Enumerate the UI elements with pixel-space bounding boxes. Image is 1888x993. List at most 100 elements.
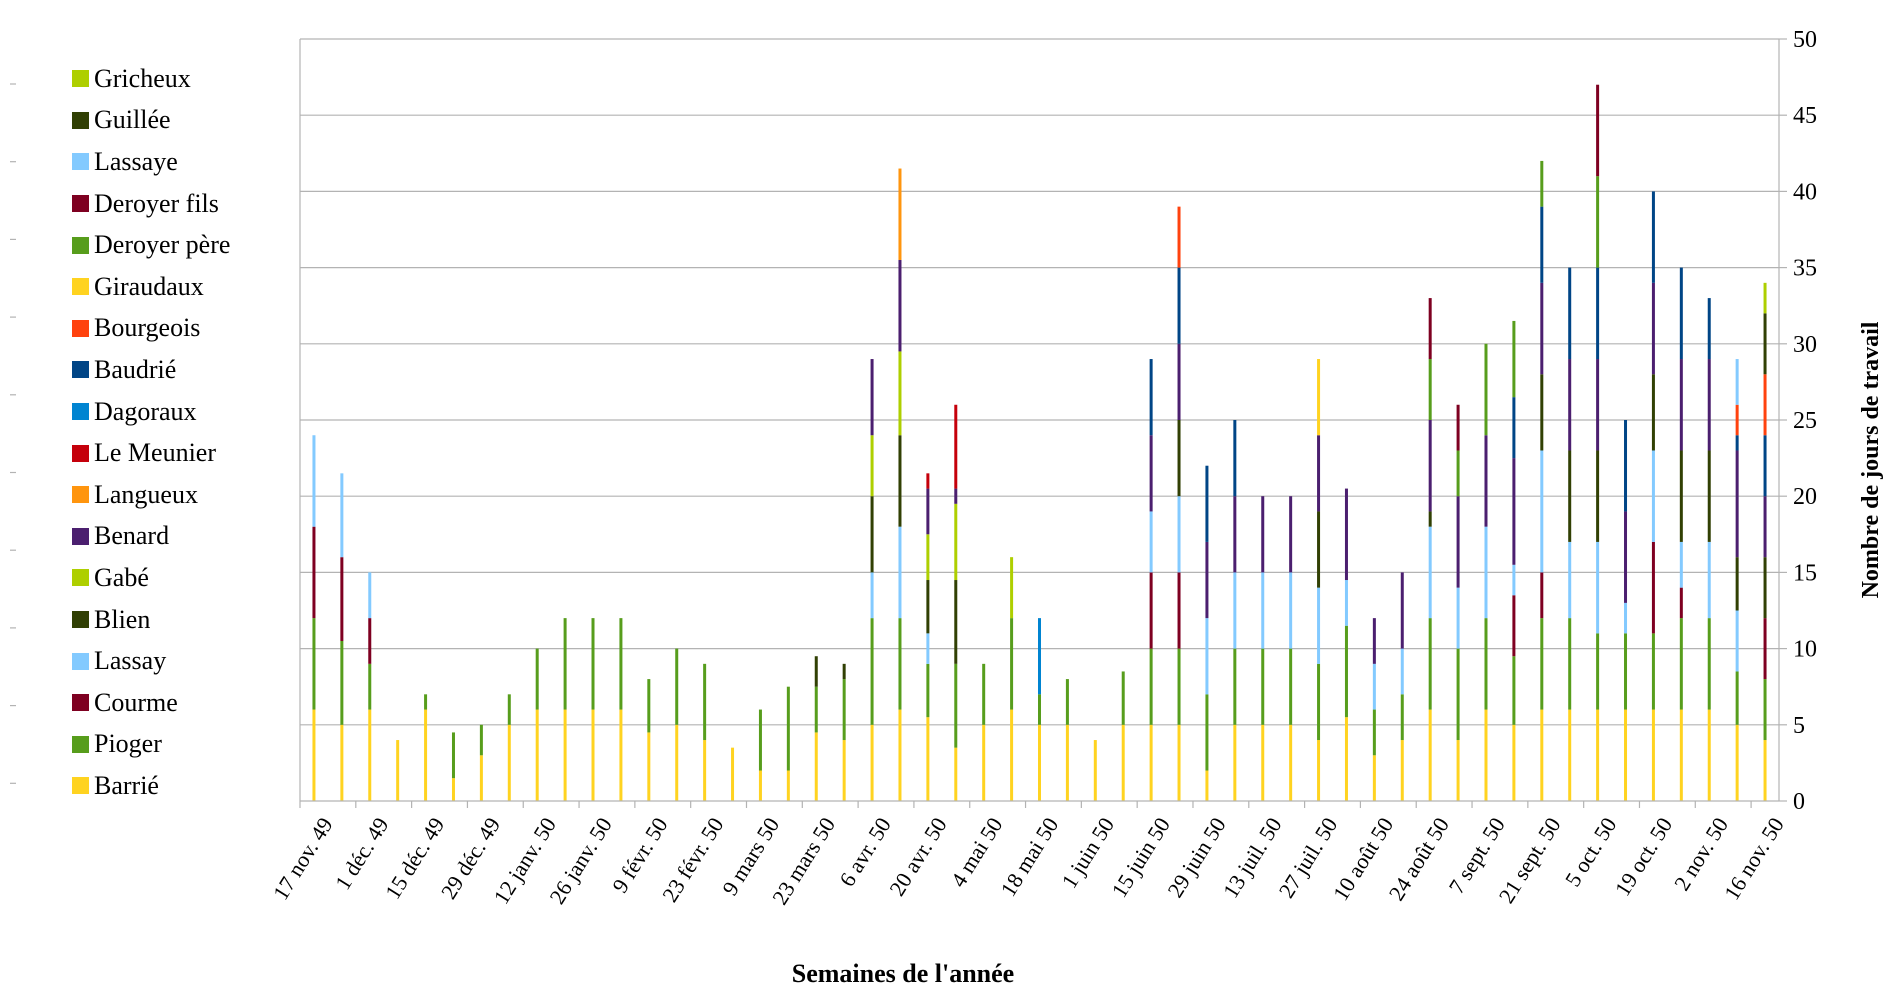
y-tick-label-9: 45 [1793,103,1817,129]
bar-segment-22-4 [926,580,930,634]
bar-segment-42-13 [1484,343,1488,436]
bar-segment-25-5 [1010,557,1014,619]
bar-segment-10-1 [591,618,595,710]
bar-segment-18-1 [814,686,818,733]
bar-segment-32-0 [1205,770,1209,801]
legend-label: Giraudaux [94,271,204,301]
legend-label: Benard [94,521,170,551]
legend-swatch [72,444,89,462]
y-tick-label-6: 30 [1793,332,1817,358]
bar-segment-20-0 [870,724,874,801]
legend-label: Lassaye [94,146,178,176]
bar-segment-52-0 [1763,740,1767,801]
bar-segment-18-0 [814,732,818,801]
bar-segment-43-3 [1512,564,1516,596]
bar-segment-51-3 [1735,610,1739,672]
bar-segment-0-2 [312,526,316,619]
bar-segment-27-1 [1065,679,1069,725]
bar-segment-16-1 [758,709,762,771]
legend-swatch [72,527,89,545]
bar-segment-14-1 [703,663,707,741]
bar-segment-34-3 [1261,572,1265,649]
bar-segment-46-0 [1596,709,1600,801]
bar-segment-24-1 [982,663,986,725]
axes [10,38,1787,808]
bar-segment-51-11 [1735,404,1739,436]
bar-segment-52-10 [1763,435,1767,497]
bar-segment-48-2 [1651,541,1655,634]
legend-item-8: Dagoraux [72,391,230,433]
legend-item-6: Bourgeois [72,308,230,350]
legend-label: Barrié [94,770,159,800]
bar-segment-50-6 [1707,359,1711,451]
bar-segment-6-1 [479,724,483,756]
legend-label: Gricheux [94,63,191,93]
bar-segment-2-3 [368,572,372,619]
bar-segment-20-6 [870,359,874,436]
legend-swatch [72,611,89,629]
bar-segment-43-0 [1512,724,1516,801]
bar-segment-41-14 [1456,404,1460,451]
bar-segment-52-4 [1763,557,1767,619]
bar-segment-51-15 [1735,359,1739,405]
bar-segment-43-13 [1512,320,1516,398]
bar-segment-6-0 [479,755,483,801]
bar-segment-48-6 [1651,282,1655,375]
bar-segment-31-4 [1177,420,1181,497]
bar-segment-38-3 [1372,663,1376,710]
bar-segment-33-10 [1233,420,1237,497]
bar-segment-31-11 [1177,206,1181,268]
y-tick-label-1: 5 [1793,713,1805,739]
bar-segment-1-0 [340,724,344,801]
bar-segment-14-0 [703,740,707,801]
bar-segment-17-0 [786,770,790,801]
bar-segment-34-6 [1261,496,1265,573]
bar-segment-1-1 [340,640,344,725]
bar-segment-17-1 [786,686,790,771]
bar-segment-25-1 [1010,618,1014,710]
x-tick-label-12: 4 mai 50 [945,813,1007,892]
bar-segment-49-4 [1679,450,1683,542]
bar-segment-40-6 [1428,420,1432,512]
bar-segment-0-1 [312,618,316,710]
bar-segment-12-1 [647,679,651,733]
legend-label: Deroyer fils [94,188,219,218]
bar-segment-30-2 [1149,572,1153,649]
bar-segment-21-4 [898,435,902,527]
bar-segment-40-4 [1428,511,1432,527]
legend-item-16: Pioger [72,724,230,766]
bar-segment-32-10 [1205,465,1209,542]
legend-label: Baudrié [94,354,177,384]
bar-segment-30-0 [1149,724,1153,801]
bar-segment-45-0 [1568,709,1572,801]
bar-segment-51-6 [1735,450,1739,558]
bar-segment-19-1 [842,679,846,741]
legend-item-3: Deroyer fils [72,183,230,225]
bar-segment-37-3 [1344,580,1348,626]
bar-segment-31-2 [1177,572,1181,649]
bar-segment-52-2 [1763,618,1767,680]
bar-segment-22-0 [926,717,930,801]
bar-segment-49-0 [1679,709,1683,801]
bar-segment-23-4 [954,580,958,664]
bar-segment-41-1 [1456,648,1460,741]
bar-segment-39-0 [1400,740,1404,801]
bar-segment-10-0 [591,709,595,801]
bar-segment-21-1 [898,618,902,710]
bar-segment-50-4 [1707,450,1711,542]
bar-segment-51-4 [1735,557,1739,611]
bar-segment-33-3 [1233,572,1237,649]
bar-segment-8-1 [535,648,539,710]
bar-segment-45-4 [1568,450,1572,542]
legend-swatch [72,735,89,753]
bar-segment-49-2 [1679,587,1683,619]
legend-label: Courme [94,687,178,717]
legend-item-1: Guillée [72,100,230,142]
bar-segment-22-1 [926,663,930,718]
bar-segment-35-3 [1289,572,1293,649]
bar-segment-39-1 [1400,694,1404,741]
bar-segment-31-6 [1177,343,1181,420]
legend-label: Pioger [94,729,162,759]
x-axis-title: Semaines de l'année [792,959,1014,988]
bar-segment-46-3 [1596,541,1600,634]
